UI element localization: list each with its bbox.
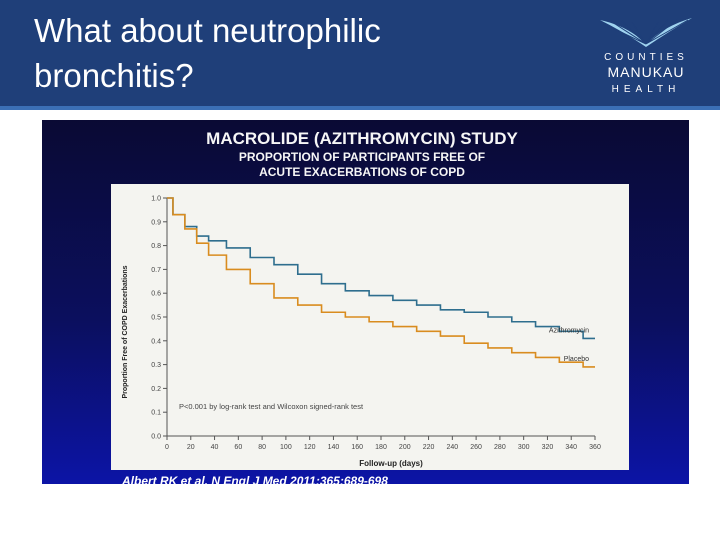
y-tick-label: 0.7 bbox=[151, 267, 161, 274]
study-figure: MACROLIDE (AZITHROMYCIN) STUDY PROPORTIO… bbox=[42, 120, 689, 484]
y-tick-label: 0.1 bbox=[151, 410, 161, 417]
x-tick-label: 60 bbox=[234, 444, 242, 451]
series-label-placebo: Placebo bbox=[564, 356, 589, 363]
x-tick-label: 280 bbox=[494, 444, 506, 451]
citation: Albert RK et al. N Engl J Med 2011;365:6… bbox=[122, 474, 388, 484]
x-tick-label: 220 bbox=[423, 444, 435, 451]
x-tick-label: 300 bbox=[518, 444, 530, 451]
y-tick-label: 0.9 bbox=[151, 219, 161, 226]
x-tick-label: 120 bbox=[304, 444, 316, 451]
chart-series: Azithromycin Placebo bbox=[167, 197, 595, 368]
x-tick-label: 80 bbox=[258, 444, 266, 451]
x-axis-label: Follow-up (days) bbox=[359, 459, 423, 468]
x-tick-label: 320 bbox=[542, 444, 554, 451]
y-tick-label: 0.6 bbox=[151, 291, 161, 298]
x-tick-label: 200 bbox=[399, 444, 411, 451]
slide-title-line2: bronchitis? bbox=[34, 57, 194, 94]
y-tick-label: 0.0 bbox=[151, 434, 161, 441]
counties-manukau-logo: COUNTIES MANUKAU HEALTH bbox=[594, 14, 698, 100]
header-divider bbox=[0, 106, 720, 110]
logo-text-health: HEALTH bbox=[611, 84, 681, 95]
slide-title: What about neutrophilic bronchitis? bbox=[34, 8, 574, 98]
figure-subtitle-line1: PROPORTION OF PARTICIPANTS FREE OF bbox=[238, 150, 486, 164]
y-tick-label: 0.3 bbox=[151, 362, 161, 369]
x-tick-label: 260 bbox=[470, 444, 482, 451]
x-tick-label: 180 bbox=[375, 444, 387, 451]
series-label-azithromycin: Azithromycin bbox=[549, 327, 589, 334]
y-axis-label: Proportion Free of COPD Exacerbations bbox=[122, 265, 129, 398]
survival-chart: 0.0 0.1 0.2 0.3 0.4 0.5 0.6 0.7 0.8 0.9 1.0 0 20 40 60… bbox=[122, 196, 601, 469]
y-tick-label: 0.8 bbox=[151, 243, 161, 250]
series-line-placebo bbox=[167, 197, 595, 368]
plot-panel: 0.0 0.1 0.2 0.3 0.4 0.5 0.6 0.7 0.8 0.9 1.0 0 20 40 60… bbox=[111, 184, 629, 470]
x-tick-label: 140 bbox=[328, 444, 340, 451]
x-tick-label: 240 bbox=[446, 444, 458, 451]
x-tick-label: 100 bbox=[280, 444, 292, 451]
logo-text-manukau: MANUKAU bbox=[607, 64, 685, 80]
x-tick-label: 160 bbox=[351, 444, 363, 451]
series-line-azithromycin bbox=[167, 197, 595, 340]
x-tick-label: 0 bbox=[165, 444, 169, 451]
p-value-note: P<0.001 by log-rank test and Wilcoxon si… bbox=[179, 402, 364, 411]
x-tick-label: 360 bbox=[589, 444, 601, 451]
slide-header bbox=[0, 0, 720, 108]
x-tick-label: 340 bbox=[565, 444, 577, 451]
chart-axes: 0.0 0.1 0.2 0.3 0.4 0.5 0.6 0.7 0.8 0.9 1.0 0 20 40 60… bbox=[151, 196, 601, 452]
x-tick-label: 20 bbox=[187, 444, 195, 451]
x-tick-label: 40 bbox=[211, 444, 219, 451]
slide-title-line1: What about neutrophilic bbox=[34, 12, 381, 49]
figure-title: MACROLIDE (AZITHROMYCIN) STUDY bbox=[206, 129, 518, 148]
logo-wing-icon bbox=[600, 18, 692, 47]
y-tick-label: 0.5 bbox=[151, 315, 161, 322]
logo-text-counties: COUNTIES bbox=[604, 52, 688, 63]
y-tick-label: 0.2 bbox=[151, 386, 161, 393]
figure-subtitle-line2: ACUTE EXACERBATIONS OF COPD bbox=[259, 165, 465, 179]
y-tick-label: 0.4 bbox=[151, 338, 161, 345]
y-tick-label: 1.0 bbox=[151, 196, 161, 203]
